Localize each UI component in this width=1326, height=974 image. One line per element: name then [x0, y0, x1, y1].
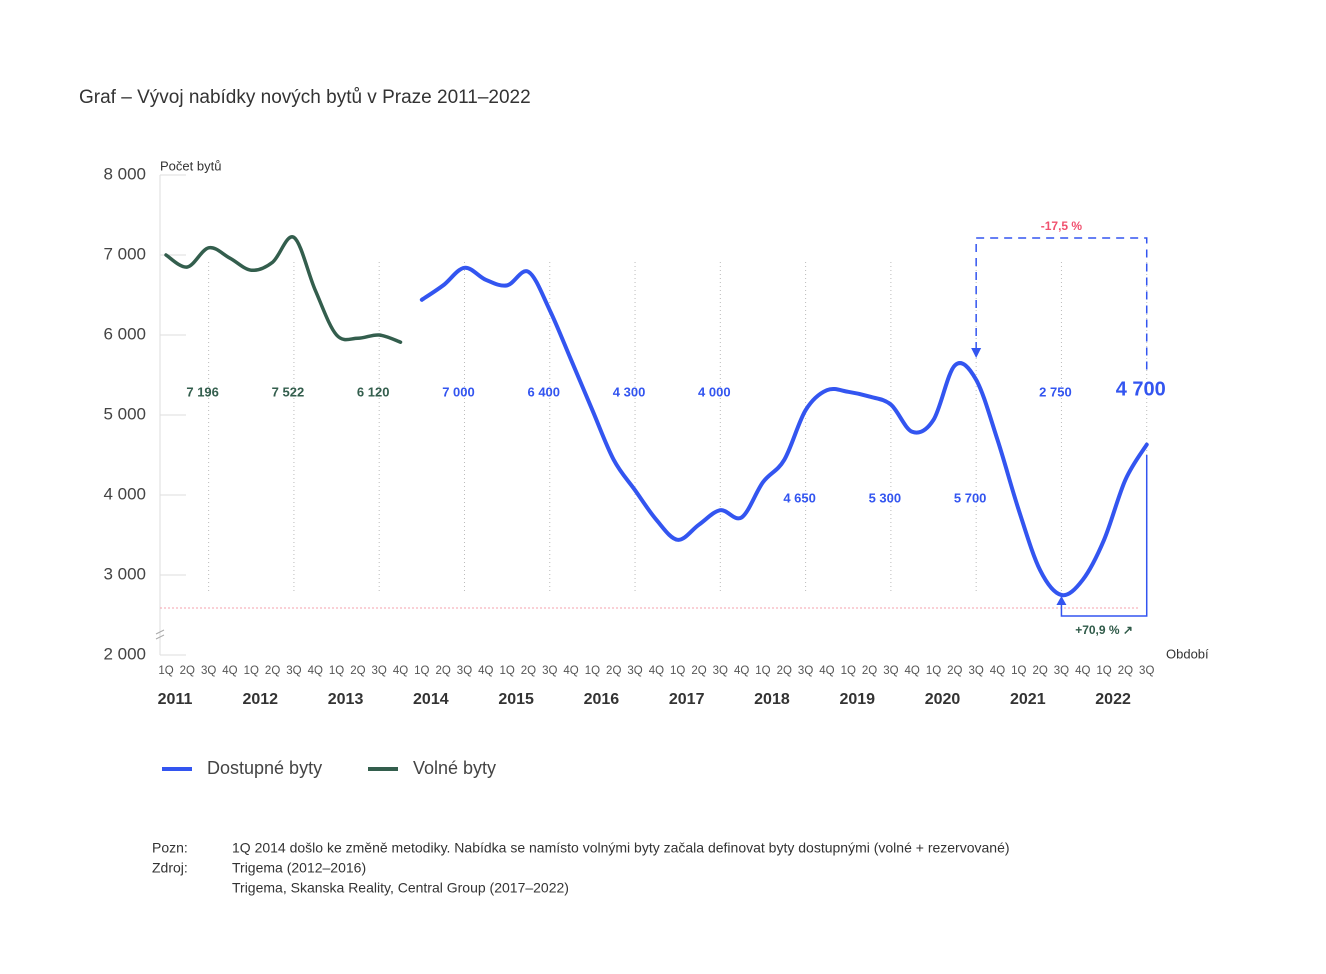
x-tick-label: 1Q: [329, 665, 344, 677]
arrow-head: [1056, 596, 1067, 605]
x-tick-label: 2Q: [265, 665, 280, 677]
x-tick-label: 2Q: [606, 665, 621, 677]
x-tick-label: 3Q: [627, 665, 642, 677]
x-tick-label: 2Q: [521, 665, 536, 677]
x-tick-label: 1Q: [1096, 665, 1111, 677]
year-label: 2014: [413, 691, 449, 708]
x-tick-label: 3Q: [713, 665, 728, 677]
year-label: 2016: [584, 691, 620, 708]
x-tick-label: 4Q: [393, 665, 408, 677]
chart-title: Graf – Vývoj nabídky nových bytů v Praze…: [79, 87, 531, 108]
note-text: Trigema, Skanska Reality, Central Group …: [232, 880, 569, 896]
series-line: [419, 265, 1149, 598]
note-key: Zdroj:: [152, 860, 188, 876]
year-label: 2013: [328, 691, 364, 708]
legend-label: Dostupné byty: [207, 758, 322, 778]
data-label: 5 700: [954, 490, 987, 505]
x-tick-label: 2Q: [862, 665, 877, 677]
year-label: 2022: [1095, 691, 1131, 708]
x-tick-label: 2Q: [947, 665, 962, 677]
x-tick-label: 3Q: [542, 665, 557, 677]
x-axis-label: Období: [1166, 646, 1209, 661]
x-tick-label: 4Q: [734, 665, 749, 677]
x-tick-label: 3Q: [286, 665, 301, 677]
data-label: 6 120: [357, 384, 390, 399]
change-bracket: [975, 237, 1148, 372]
data-label: 4 300: [613, 384, 646, 399]
x-tick-label: 1Q: [755, 665, 770, 677]
year-label: 2015: [498, 691, 534, 708]
x-tick-label: 1Q: [244, 665, 259, 677]
x-tick-label: 4Q: [308, 665, 323, 677]
y-axis-label: Počet bytů: [160, 158, 221, 173]
data-label: 6 400: [527, 384, 560, 399]
x-tick-label: 1Q: [414, 665, 429, 677]
x-tick-label: 3Q: [1054, 665, 1069, 677]
data-label: 5 300: [869, 490, 902, 505]
x-tick-label: 1Q: [585, 665, 600, 677]
data-label: 4 700: [1116, 378, 1166, 400]
x-tick-label: 3Q: [968, 665, 983, 677]
data-label: 7 522: [272, 384, 305, 399]
x-tick-label: 4Q: [819, 665, 834, 677]
y-tick-label: 7 000: [103, 244, 146, 263]
data-label: 4 000: [698, 384, 731, 399]
x-tick-label: 4Q: [990, 665, 1005, 677]
year-label: 2012: [242, 691, 278, 708]
data-label: 7 196: [186, 384, 219, 399]
year-label: 2011: [158, 691, 193, 708]
x-tick-label: 1Q: [499, 665, 514, 677]
axis-break: [155, 629, 165, 635]
year-label: 2020: [925, 691, 961, 708]
year-label: 2019: [839, 691, 875, 708]
x-tick-label: 4Q: [905, 665, 920, 677]
x-tick-label: 2Q: [1032, 665, 1047, 677]
x-tick-label: 1Q: [670, 665, 685, 677]
y-tick-label: 8 000: [103, 164, 146, 183]
x-tick-label: 1Q: [841, 665, 856, 677]
x-tick-label: 4Q: [222, 665, 237, 677]
x-tick-label: 4Q: [1075, 665, 1090, 677]
change-bracket: [1060, 455, 1148, 617]
y-tick-label: 4 000: [103, 484, 146, 503]
x-tick-label: 2Q: [777, 665, 792, 677]
x-tick-label: 2Q: [350, 665, 365, 677]
y-tick-label: 6 000: [103, 324, 146, 343]
x-tick-label: 2Q: [1118, 665, 1133, 677]
x-tick-label: 4Q: [478, 665, 493, 677]
x-tick-label: 3Q: [883, 665, 898, 677]
y-tick-label: 5 000: [103, 404, 146, 423]
data-label: 4 650: [783, 490, 816, 505]
change-label: -17,5 %: [1041, 219, 1083, 233]
x-tick-label: 3Q: [457, 665, 472, 677]
x-tick-label: 3Q: [798, 665, 813, 677]
x-tick-label: 1Q: [1011, 665, 1026, 677]
y-tick-label: 2 000: [103, 644, 146, 663]
x-tick-label: 4Q: [563, 665, 578, 677]
axis-break: [155, 634, 165, 640]
series-line: [164, 235, 403, 344]
legend-label: Volné byty: [413, 758, 496, 778]
x-tick-label: 2Q: [691, 665, 706, 677]
note-text: 1Q 2014 došlo ke změně metodiky. Nabídka…: [232, 840, 1010, 856]
change-label: +70,9 % ↗: [1075, 623, 1133, 637]
x-tick-label: 1Q: [926, 665, 941, 677]
y-tick-label: 3 000: [103, 564, 146, 583]
x-tick-label: 4Q: [649, 665, 664, 677]
x-tick-label: 3Q: [1139, 665, 1154, 677]
note-key: Pozn:: [152, 840, 188, 856]
x-tick-label: 2Q: [435, 665, 450, 677]
year-label: 2017: [669, 691, 705, 708]
year-label: 2018: [754, 691, 790, 708]
x-tick-label: 3Q: [372, 665, 387, 677]
x-tick-label: 3Q: [201, 665, 216, 677]
year-label: 2021: [1010, 691, 1046, 708]
note-text: Trigema (2012–2016): [232, 860, 366, 876]
x-tick-label: 2Q: [180, 665, 195, 677]
arrow-head: [971, 348, 982, 358]
data-label: 2 750: [1039, 384, 1072, 399]
x-tick-label: 1Q: [158, 665, 173, 677]
data-label: 7 000: [442, 384, 475, 399]
